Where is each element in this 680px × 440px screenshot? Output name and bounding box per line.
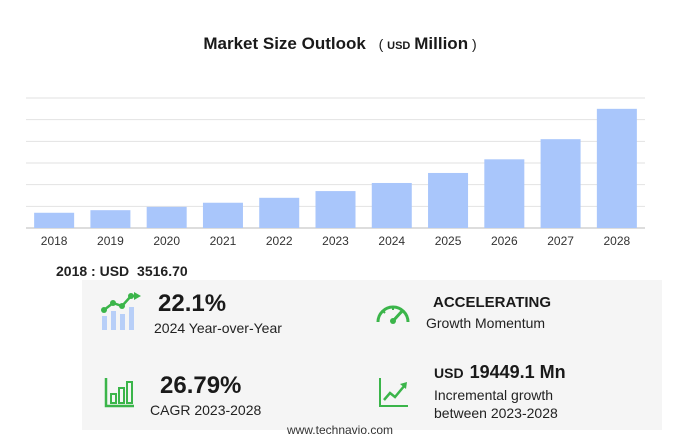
- bar-chart-icon: [104, 378, 134, 408]
- base-year-value: 2018 : USD 3516.70: [56, 263, 188, 279]
- x-tick-label: 2027: [547, 234, 574, 248]
- title-text: Market Size Outlook: [203, 34, 366, 53]
- x-tick-label: 2021: [210, 234, 237, 248]
- bar-2022: [259, 197, 300, 228]
- trend-line-icon: [379, 378, 408, 407]
- incremental-value: USD 19449.1 Mn: [434, 362, 566, 382]
- bar-2025: [428, 172, 469, 228]
- x-tick-label: 2023: [322, 234, 349, 248]
- cagr-label: CAGR 2023-2028: [150, 402, 262, 418]
- yoy-value: 22.1%: [158, 290, 227, 317]
- yoy-label: 2024 Year-over-Year: [154, 320, 282, 336]
- bar-2018: [34, 212, 75, 228]
- x-tick-label: 2026: [491, 234, 518, 248]
- bar-growth-icon: [101, 292, 141, 330]
- chart-title: Market Size Outlook ( USD Million ): [0, 34, 680, 54]
- incremental-label-1: Incremental growth: [434, 387, 554, 403]
- x-tick-label: 2019: [97, 234, 124, 248]
- x-tick-label: 2020: [153, 234, 180, 248]
- x-tick-label: 2028: [604, 234, 631, 248]
- unit-scale: Million: [414, 34, 469, 53]
- bar-2028: [596, 108, 637, 228]
- bar-2021: [202, 202, 243, 228]
- bar-2020: [146, 206, 187, 228]
- incremental-currency: USD: [434, 365, 464, 381]
- unit-currency: USD: [387, 40, 411, 52]
- incremental-label-2: between 2023-2028: [434, 405, 558, 421]
- momentum-value: ACCELERATING: [433, 294, 552, 311]
- bar-2019: [90, 210, 131, 228]
- speedometer-icon: [376, 305, 410, 324]
- bar-2024: [371, 182, 412, 228]
- bar-2027: [540, 139, 581, 228]
- cagr-value: 26.79%: [160, 372, 242, 399]
- title-unit: ( USD Million ): [378, 34, 477, 53]
- source-footer: www.technavio.com: [286, 423, 394, 437]
- momentum-label: Growth Momentum: [426, 315, 546, 331]
- bar-chart: 2018 2019 2020 2021 2022 2023 2024 2025 2026 2027…: [26, 97, 645, 248]
- x-tick-label: 2025: [435, 234, 462, 248]
- stats-panel: [82, 280, 662, 430]
- x-tick-label: 2018: [41, 234, 68, 248]
- bar-2023: [315, 191, 356, 228]
- x-tick-label: 2024: [378, 234, 405, 248]
- bar-2026: [484, 159, 525, 228]
- x-tick-label: 2022: [266, 234, 293, 248]
